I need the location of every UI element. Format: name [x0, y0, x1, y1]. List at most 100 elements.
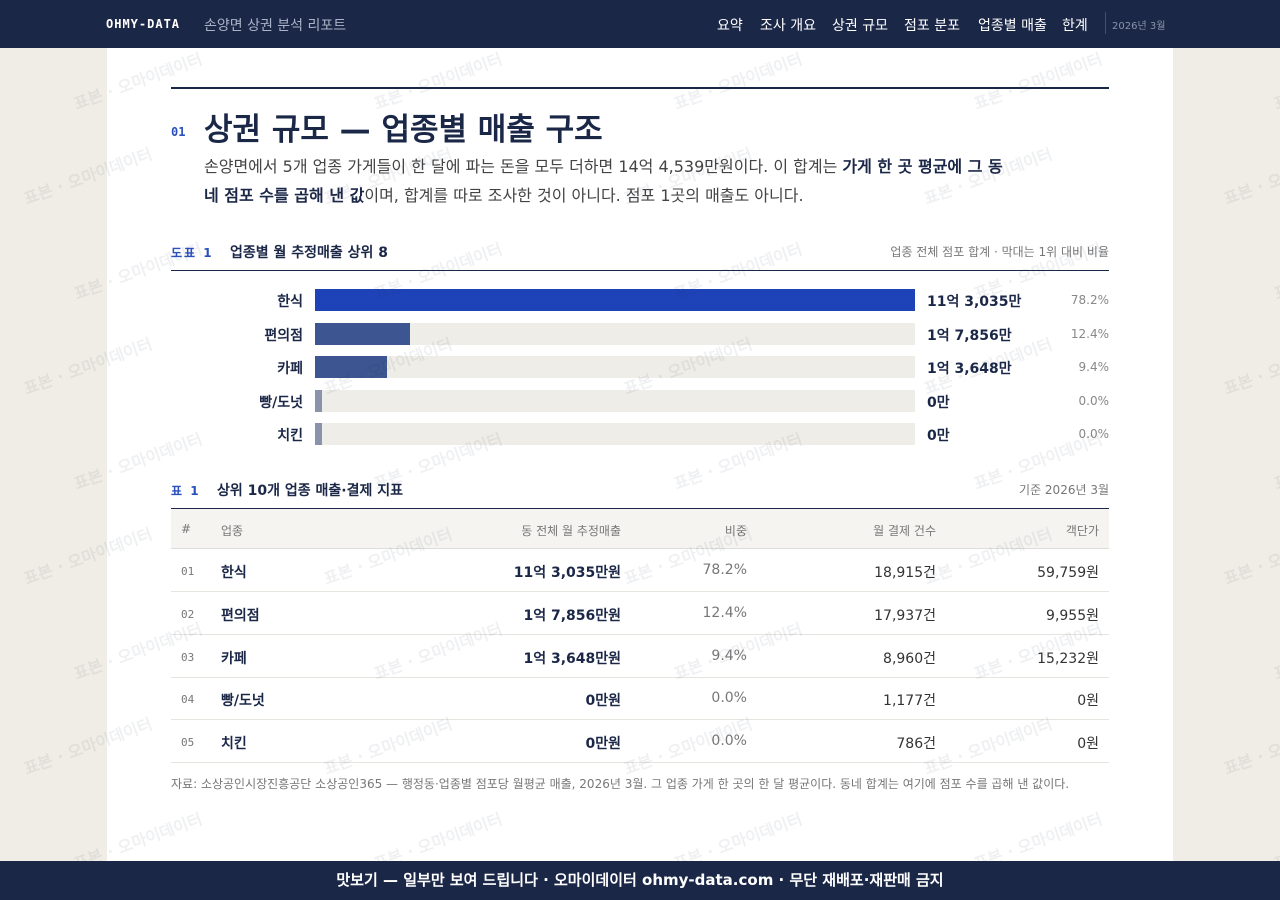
figure-note: 업종 전체 점포 합계 · 막대는 1위 대비 비율 — [890, 245, 1109, 259]
table-cell: 03 — [181, 650, 195, 664]
table-cell: 0만원 — [585, 736, 621, 753]
table-cell: 15,232원 — [1037, 650, 1099, 667]
table-cell: 02 — [181, 607, 195, 621]
watermark: 표본 · 오마이데이터 — [1221, 144, 1280, 209]
table-cell: 카페 — [221, 650, 247, 667]
figure-title: 업종별 월 추정매출 상위 8 — [230, 245, 389, 261]
brand[interactable]: OHMY-DATA — [106, 17, 181, 31]
row-divider — [171, 676, 1109, 678]
table-note: 기준 2026년 3월 — [1019, 483, 1109, 497]
table-title: 상위 10개 업종 매출·결제 지표 — [217, 483, 403, 499]
bar-track — [315, 356, 915, 378]
bar-value-label: 0만 — [927, 394, 950, 411]
table-cell: 1억 3,648만원 — [523, 650, 621, 667]
source-note: 자료: 소상공인시장진흥공단 소상공인365 — 행정동·업종별 점포당 월평균… — [171, 777, 1070, 791]
table-cell: 17,937건 — [874, 607, 936, 624]
watermark: 표본 · 오마이데이터 — [1221, 524, 1280, 589]
watermark: 표본 · 오마이데이터 — [1271, 239, 1280, 304]
zero-stub — [315, 423, 322, 445]
nav-item[interactable]: 업종별 매출 — [978, 18, 1047, 34]
lead-text: 이며, 합계를 따로 조사한 것이 아니다. 점포 1곳의 매출도 아니다. — [364, 186, 804, 205]
table-cell: 0원 — [1077, 693, 1099, 710]
row-divider — [171, 591, 1109, 592]
table-cell: 78.2% — [702, 562, 747, 578]
report-subtitle: 손양면 상권 분석 리포트 — [204, 18, 347, 34]
column-header: 비중 — [724, 524, 747, 538]
watermark: 표본 · 오마이데이터 — [1271, 619, 1280, 684]
table-cell: 59,759원 — [1037, 565, 1099, 581]
nav-item[interactable]: 상권 규모 — [832, 18, 888, 34]
nav-item[interactable]: 조사 개요 — [760, 18, 816, 34]
bar-label: 치킨 — [277, 428, 303, 444]
bar-share: 78.2% — [1070, 293, 1109, 307]
watermark: 표본 · 오마이데이터 — [1271, 49, 1280, 114]
table-cell: 0원 — [1077, 736, 1099, 753]
nav-item[interactable]: 점포 분포 — [904, 18, 960, 34]
bar-value-label: 1억 3,648만 — [927, 361, 1012, 377]
table-cell: 18,915건 — [874, 565, 936, 581]
section-number: 01 — [171, 125, 186, 139]
lead-text: 가게 한 곳 평균에 그 동네 점포 수를 곱해 낸 값 — [204, 157, 1003, 205]
bar — [315, 289, 915, 311]
bar-track — [315, 389, 915, 412]
table-cell: 1,177건 — [883, 693, 936, 710]
table-cell: 빵/도넛 — [221, 693, 265, 710]
bar-label: 카페 — [277, 361, 303, 377]
table-cell: 0.0% — [711, 690, 747, 707]
table-cell: 12.4% — [702, 604, 747, 621]
table-cell: 8,960건 — [883, 650, 936, 667]
table-cell: 9,955원 — [1046, 607, 1099, 624]
figure-label: 도표 1 — [171, 246, 214, 260]
table-cell: 치킨 — [221, 736, 247, 753]
table-cell: 0.0% — [711, 733, 747, 750]
table-cell: 01 — [181, 565, 195, 578]
paper — [107, 48, 1173, 861]
bar-share: 0.0% — [1078, 393, 1110, 408]
watermark: 표본 · 오마이데이터 — [1221, 334, 1280, 399]
column-header: 객단가 — [1065, 524, 1099, 538]
bar-label: 한식 — [277, 294, 303, 310]
bar-share: 12.4% — [1070, 326, 1109, 341]
row-divider — [171, 633, 1109, 635]
row-divider — [171, 719, 1109, 721]
table-cell: 04 — [181, 693, 195, 707]
bar-label: 편의점 — [264, 327, 303, 344]
bar-share: 0.0% — [1078, 427, 1110, 441]
bar-value-label: 11억 3,035만 — [927, 294, 1022, 310]
column-header: 업종 — [221, 524, 244, 538]
bar-label: 빵/도넛 — [259, 394, 303, 411]
table-cell: 편의점 — [221, 607, 260, 624]
nav-item[interactable]: 요약 — [717, 18, 743, 34]
nav-item[interactable]: 한계 — [1062, 18, 1088, 34]
watermark: 표본 · 오마이데이터 — [1221, 714, 1280, 779]
table-cell: 0만원 — [585, 693, 621, 710]
bar-value-label: 0만 — [927, 428, 950, 444]
table-cell: 9.4% — [711, 647, 747, 664]
bar-share: 9.4% — [1078, 360, 1110, 374]
bar-track — [315, 423, 915, 445]
preview-banner: 맛보기 — 일부만 보여 드립니다 · 오마이데이터 ohmy-data.com… — [0, 861, 1280, 900]
bar — [315, 322, 410, 345]
row-divider — [171, 762, 1109, 764]
table-cell: 1억 7,856만원 — [523, 607, 621, 624]
zero-stub — [315, 389, 322, 412]
watermark: 표본 · 오마이데이터 — [1271, 429, 1280, 494]
report-date: 2026년 3월 — [1112, 21, 1166, 32]
table-cell: 786건 — [896, 736, 936, 753]
lead-text: 손양면에서 5개 업종 가게들이 한 달에 파는 돈을 모두 더하면 14억 4… — [204, 157, 843, 176]
bar — [315, 356, 388, 378]
watermark: 표본 · 오마이데이터 — [1271, 809, 1280, 861]
top-bar: OHMY-DATA 손양면 상권 분석 리포트 요약 조사 개요 상권 규모 점포 분… — [0, 0, 1280, 48]
bar-track — [315, 322, 915, 345]
table-cell: 한식 — [221, 565, 247, 581]
table-cell: 05 — [181, 736, 195, 750]
section-title: 상권 규모 — 업종별 매출 구조 — [204, 112, 603, 148]
table-label: 표 1 — [171, 484, 201, 498]
column-header: 동 전체 월 추정매출 — [521, 524, 621, 538]
bar-value-label: 1억 7,856만 — [927, 327, 1012, 344]
column-header: 월 결제 건수 — [873, 524, 936, 538]
column-header: # — [181, 522, 192, 536]
table-cell: 11억 3,035만원 — [513, 565, 621, 581]
lead: 손양면에서 5개 업종 가게들이 한 달에 파는 돈을 모두 더하면 14억 4… — [204, 152, 1004, 210]
